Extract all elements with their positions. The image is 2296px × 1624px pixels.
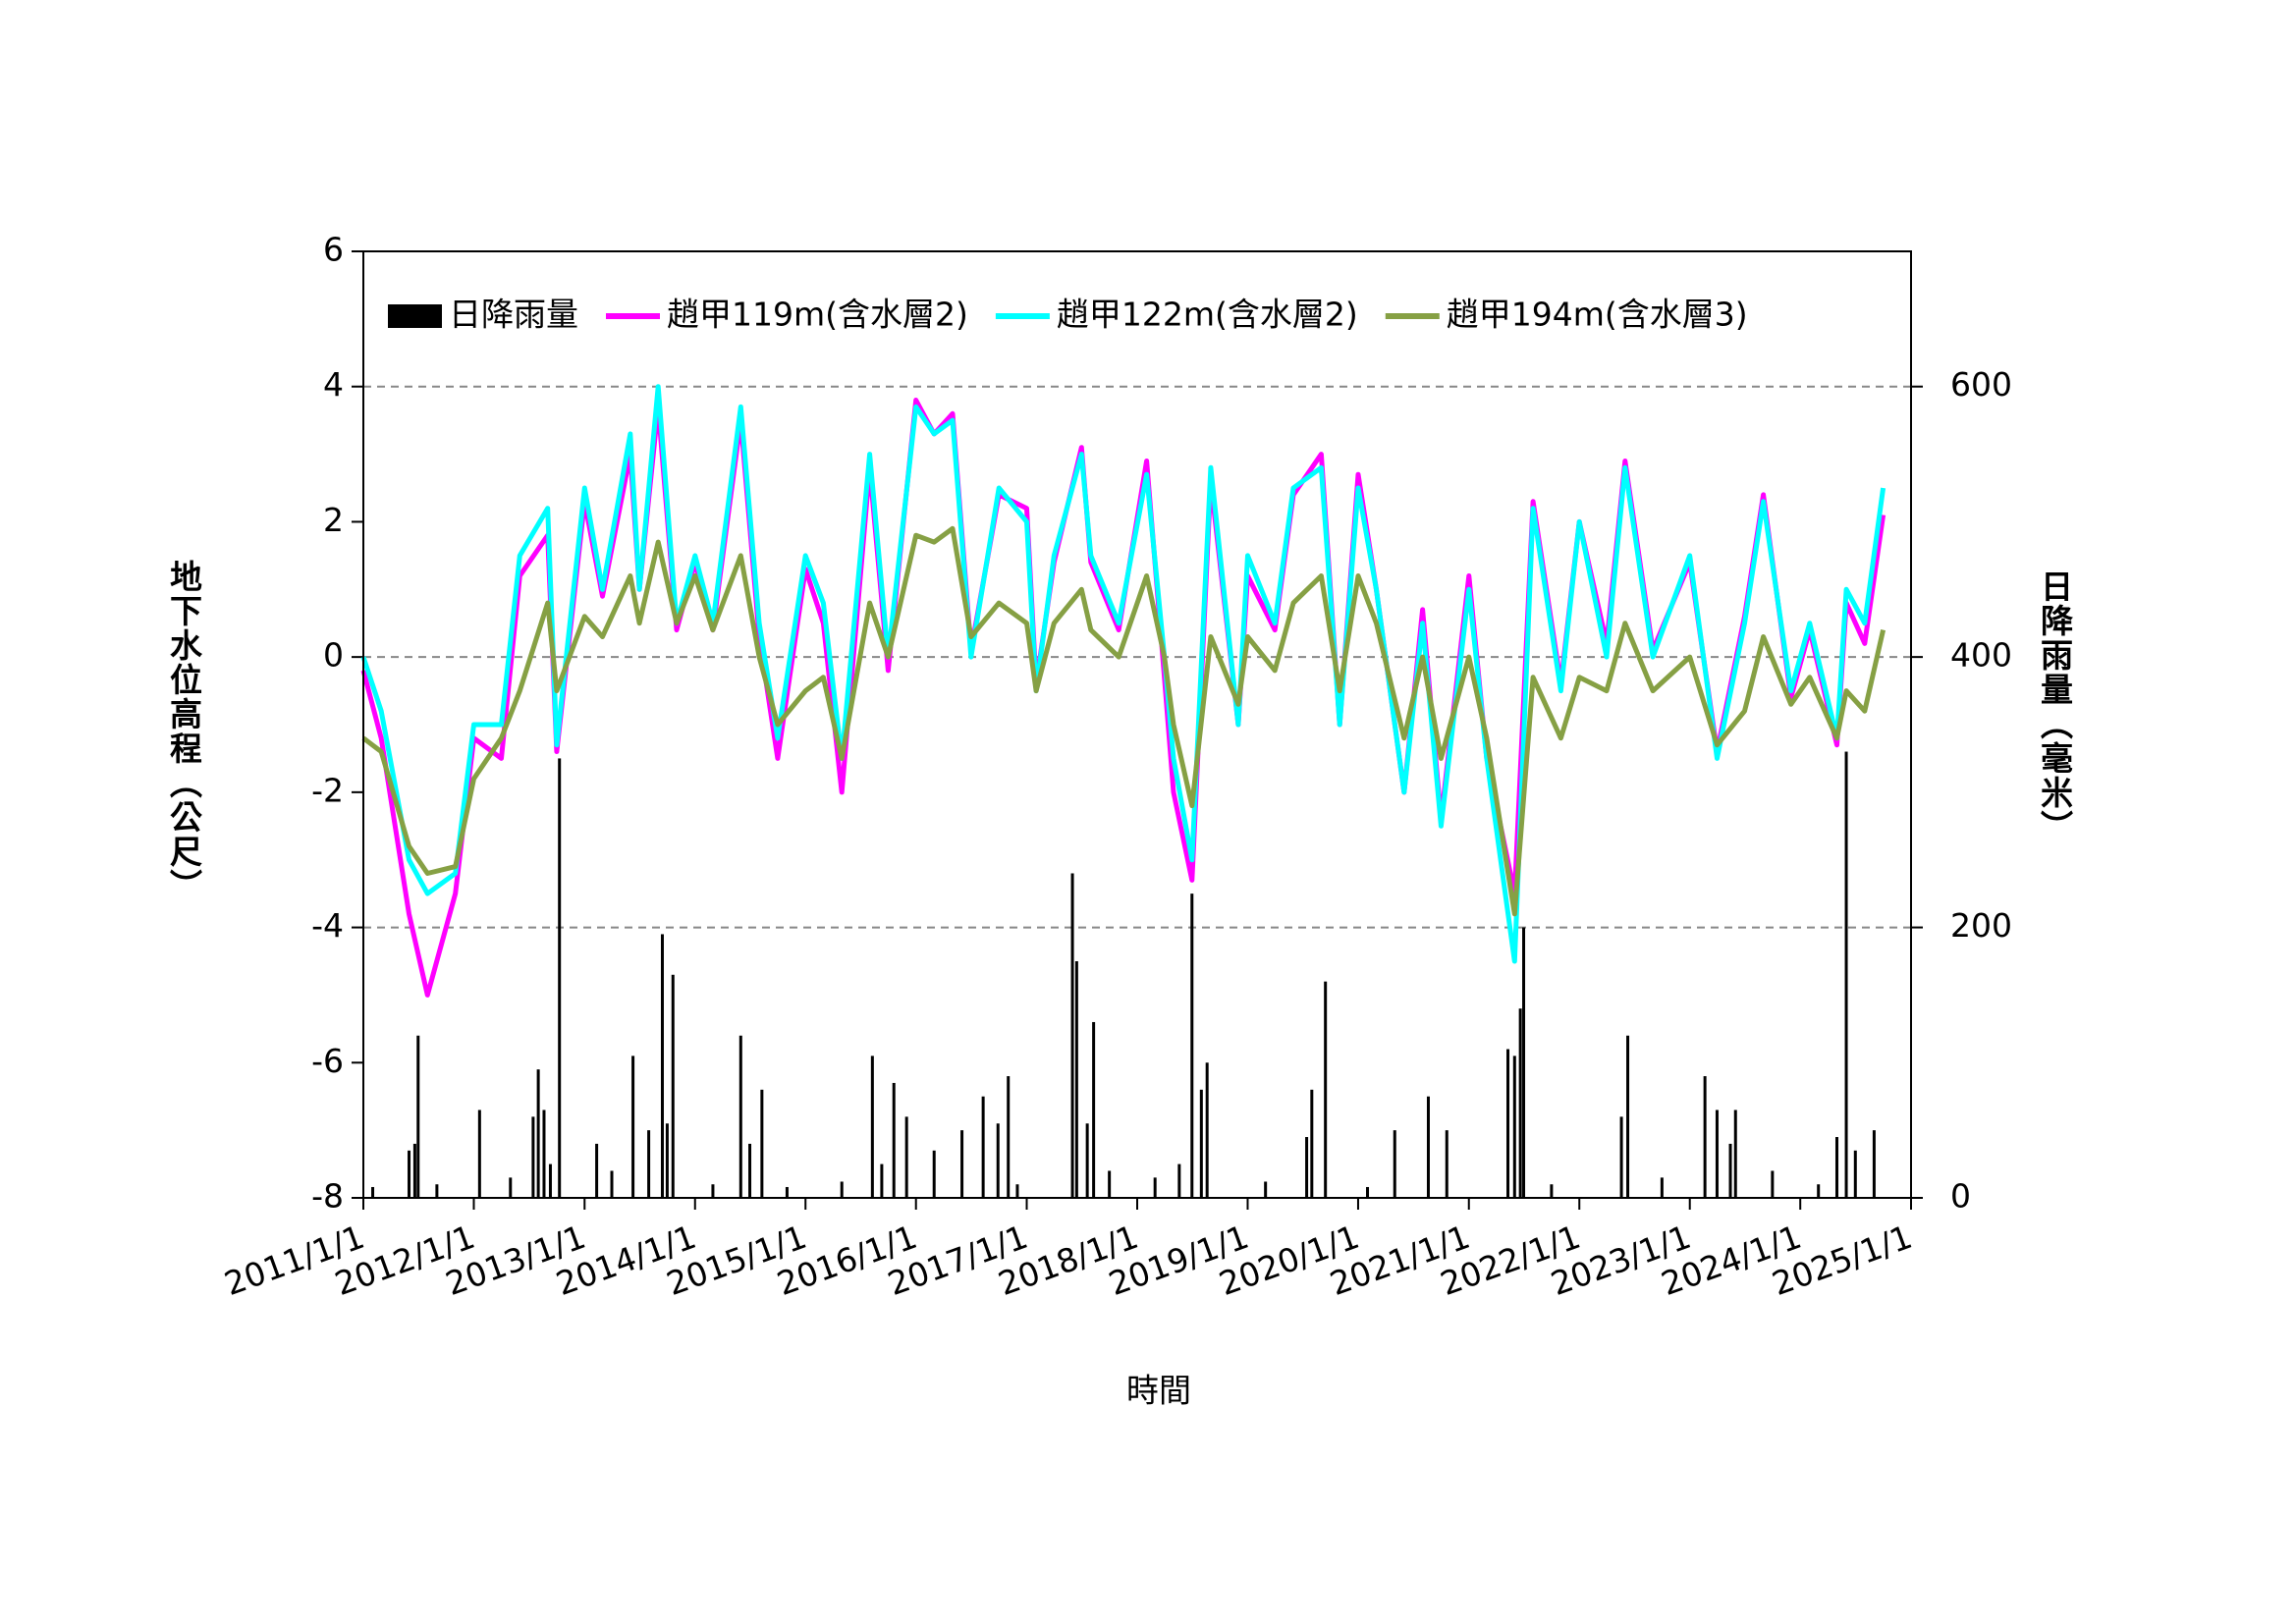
rain-bar: [1324, 981, 1328, 1198]
rain-bar: [595, 1143, 599, 1198]
rain-bar: [785, 1186, 789, 1198]
rain-bar: [1518, 1008, 1522, 1198]
rain-bar: [548, 1164, 552, 1198]
rain-bar: [840, 1181, 844, 1198]
rain-bar: [1872, 1130, 1876, 1198]
rain-bar: [1703, 1076, 1707, 1198]
rain-bar: [711, 1184, 715, 1198]
rain-bar: [1817, 1184, 1821, 1198]
rain-bar: [904, 1116, 908, 1198]
rain-bar: [1393, 1130, 1396, 1198]
rain-bar: [1834, 1137, 1838, 1198]
legend-label: 趙甲122m(含水層2): [1057, 296, 1358, 334]
x-axis-label: 時間: [1126, 1372, 1191, 1410]
rain-bar: [610, 1170, 614, 1198]
rain-bar: [1366, 1186, 1370, 1198]
rain-bar: [412, 1143, 416, 1198]
rain-bar: [671, 974, 675, 1198]
rain-bar: [542, 1110, 546, 1198]
rain-bar: [531, 1116, 535, 1198]
rain-bar: [892, 1082, 896, 1198]
rain-bar: [509, 1177, 513, 1198]
rain-bar: [631, 1056, 635, 1198]
rain-bar: [996, 1123, 1000, 1198]
rain-bar: [1205, 1062, 1209, 1198]
y-tick-label: -6: [311, 1042, 344, 1080]
rain-bar: [760, 1089, 764, 1198]
rain-bar: [1445, 1130, 1449, 1198]
water-level-line: [360, 384, 1886, 964]
rain-bar: [1310, 1089, 1314, 1198]
rain-bar: [981, 1096, 985, 1198]
y2-tick-label: 400: [1950, 636, 2012, 675]
y2-tick-label: 0: [1950, 1177, 1971, 1216]
rain-bar: [738, 1035, 742, 1198]
rain-bar: [435, 1184, 439, 1198]
rain-bar: [660, 934, 664, 1198]
rain-bar: [1626, 1035, 1630, 1198]
y-tick-label: 2: [323, 501, 344, 539]
rain-bar: [1506, 1049, 1510, 1198]
legend-label: 趙甲119m(含水層2): [667, 296, 968, 334]
rain-bar: [1733, 1110, 1737, 1198]
rain-bar: [1728, 1143, 1732, 1198]
y-tick-label: 4: [323, 365, 344, 404]
rain-bar: [1015, 1184, 1019, 1198]
rain-bar: [558, 758, 562, 1198]
rain-bar: [1085, 1123, 1089, 1198]
water-level-line: [360, 398, 1886, 998]
rain-bar: [1264, 1181, 1268, 1198]
y2-tick-label: 600: [1950, 365, 2012, 404]
rain-bar: [1153, 1177, 1157, 1198]
rain-bar: [1074, 961, 1078, 1198]
y-tick-label: -4: [311, 906, 344, 945]
rain-bar: [647, 1130, 651, 1198]
rain-bar: [408, 1150, 411, 1198]
rain-bar: [416, 1035, 420, 1198]
y-tick-label: 6: [323, 231, 344, 269]
rain-bar: [1522, 927, 1526, 1198]
rain-bar: [748, 1143, 752, 1198]
rain-bar: [1844, 751, 1848, 1198]
legend-label: 日降雨量: [449, 296, 578, 334]
rain-bar: [870, 1056, 874, 1198]
rain-bar: [1550, 1184, 1554, 1198]
rain-bar: [1092, 1021, 1096, 1198]
rain-bar: [1512, 1056, 1516, 1198]
rain-bar: [1853, 1150, 1857, 1198]
rain-bar: [1070, 873, 1074, 1198]
y-tick-label: -8: [311, 1177, 344, 1216]
rain-bar: [880, 1164, 884, 1198]
y2-axis-label: 日降雨量（毫米）: [2036, 569, 2074, 844]
legend-swatch: [388, 304, 442, 328]
y-axis-label: 地下水位高程（公尺）: [165, 560, 203, 903]
y-tick-label: 0: [323, 636, 344, 675]
rain-bar: [1177, 1164, 1181, 1198]
rain-bar: [1660, 1177, 1664, 1198]
y-tick-label: -2: [311, 771, 344, 809]
rain-bar: [1771, 1170, 1775, 1198]
rain-bar: [536, 1069, 540, 1198]
rain-bar: [1108, 1170, 1112, 1198]
y2-tick-label: 200: [1950, 906, 2012, 945]
rain-bar: [1305, 1137, 1309, 1198]
rain-bar: [1199, 1089, 1203, 1198]
rain-bar: [932, 1150, 936, 1198]
rain-bar: [665, 1123, 669, 1198]
rain-bar: [1007, 1076, 1011, 1198]
rain-bar: [1190, 893, 1194, 1198]
rain-bar: [960, 1130, 964, 1198]
rain-bar: [1619, 1116, 1623, 1198]
rain-bar: [477, 1110, 481, 1198]
rain-bar: [371, 1186, 375, 1198]
water-level-line: [361, 525, 1886, 917]
plot-frame: [362, 250, 1912, 1199]
rain-bar: [1715, 1110, 1719, 1198]
legend-label: 趙甲194m(含水層3): [1447, 296, 1748, 334]
rain-bar: [1426, 1096, 1430, 1198]
